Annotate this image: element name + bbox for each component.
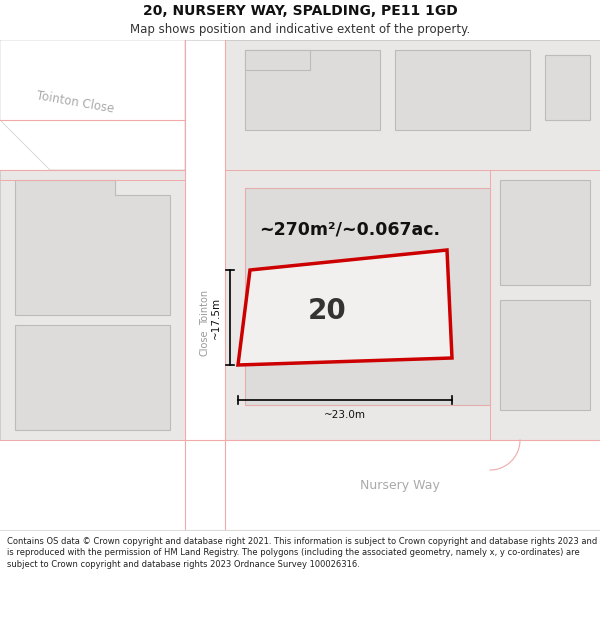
Text: 20, NURSERY WAY, SPALDING, PE11 1GD: 20, NURSERY WAY, SPALDING, PE11 1GD [143, 4, 457, 18]
Polygon shape [185, 440, 600, 530]
Polygon shape [15, 180, 170, 315]
Polygon shape [238, 250, 452, 365]
Text: 20: 20 [307, 297, 346, 325]
Polygon shape [225, 170, 600, 440]
Text: ~17.5m: ~17.5m [211, 296, 221, 339]
Polygon shape [15, 325, 170, 430]
Polygon shape [395, 50, 530, 130]
Text: ~270m²/~0.067ac.: ~270m²/~0.067ac. [260, 221, 440, 239]
Polygon shape [185, 40, 225, 530]
Text: Map shows position and indicative extent of the property.: Map shows position and indicative extent… [130, 24, 470, 36]
Text: Close: Close [200, 329, 210, 356]
Text: Nursery Way: Nursery Way [360, 479, 440, 491]
Text: Tointon: Tointon [200, 290, 210, 325]
Polygon shape [245, 50, 380, 130]
Polygon shape [500, 180, 590, 285]
Text: Tointon Close: Tointon Close [35, 89, 115, 115]
Polygon shape [0, 40, 185, 170]
Polygon shape [245, 50, 310, 70]
Polygon shape [545, 55, 590, 120]
Text: ~23.0m: ~23.0m [324, 410, 366, 420]
Text: Contains OS data © Crown copyright and database right 2021. This information is : Contains OS data © Crown copyright and d… [7, 537, 598, 569]
Polygon shape [500, 300, 590, 410]
Polygon shape [0, 170, 185, 440]
Polygon shape [225, 40, 600, 170]
Polygon shape [245, 188, 490, 405]
